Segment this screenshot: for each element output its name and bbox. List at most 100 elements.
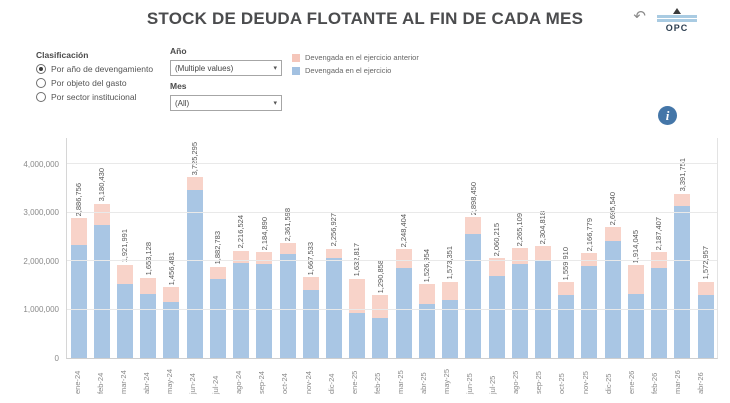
bar-segment-ejercicio[interactable] (279, 254, 296, 358)
bar-segment-ejercicio[interactable] (511, 263, 528, 358)
bar-segment-anterior[interactable] (395, 248, 412, 269)
info-icon[interactable]: i (658, 106, 677, 125)
bar-segment-anterior[interactable] (256, 252, 273, 264)
radio-option[interactable]: Por año de devengamiento (36, 64, 153, 74)
bar-segment-ejercicio[interactable] (488, 275, 505, 358)
bar-ene-24: 2,886,756 (67, 138, 90, 358)
bar-jun-24: 3,725,295 (183, 138, 206, 358)
bar-ene-25: 1,632,817 (346, 138, 369, 358)
bar-segment-anterior[interactable] (117, 264, 134, 284)
x-tick-label: feb-24 (95, 372, 105, 394)
bar-total-label: 2,898,450 (468, 182, 478, 216)
ano-dropdown[interactable]: (Multiple values) ▾ (170, 60, 282, 76)
bar-segment-ejercicio[interactable] (140, 293, 157, 358)
bar-segment-anterior[interactable] (674, 193, 691, 206)
x-tick: abr-24 (135, 359, 158, 394)
x-tick: may-24 (158, 359, 181, 394)
bar-segment-ejercicio[interactable] (186, 190, 203, 358)
bar-segment-ejercicio[interactable] (326, 257, 343, 358)
bar-total-label: 1,572,957 (700, 246, 710, 280)
back-arrow-icon[interactable]: ↶ (633, 8, 646, 25)
bar-total-label: 1,456,481 (166, 252, 176, 286)
gridline (67, 163, 717, 164)
x-tick: jul-24 (204, 359, 227, 394)
x-tick: dic-25 (597, 359, 620, 394)
bar-segment-ejercicio[interactable] (302, 289, 319, 358)
bar-segment-anterior[interactable] (581, 252, 598, 267)
bar-segment-ejercicio[interactable] (697, 295, 714, 358)
bar-segment-anterior[interactable] (209, 266, 226, 280)
x-tick: sep-24 (251, 359, 274, 394)
bar-segment-ejercicio[interactable] (581, 266, 598, 358)
bar-segment-ejercicio[interactable] (604, 240, 621, 358)
bar-segment-anterior[interactable] (326, 248, 343, 258)
bar-nov-25: 2,166,779 (578, 138, 601, 358)
bar-segment-ejercicio[interactable] (233, 263, 250, 358)
x-tick-label: mar-25 (395, 370, 405, 394)
bar-segment-anterior[interactable] (349, 278, 366, 313)
x-tick: jun-25 (458, 359, 481, 394)
bar-segment-ejercicio[interactable] (70, 244, 87, 358)
bar-segment-ejercicio[interactable] (674, 205, 691, 358)
bar-segment-ejercicio[interactable] (209, 279, 226, 358)
bar-segment-ejercicio[interactable] (651, 267, 668, 358)
bar-segment-anterior[interactable] (186, 177, 203, 191)
x-tick: ago-24 (228, 359, 251, 394)
radio-icon[interactable] (36, 92, 46, 102)
bar-segment-ejercicio[interactable] (117, 283, 134, 358)
bar-segment-anterior[interactable] (651, 251, 668, 268)
x-tick-label: abr-26 (695, 372, 705, 394)
bar-segment-anterior[interactable] (163, 287, 180, 302)
bar-segment-anterior[interactable] (93, 203, 110, 225)
bar-segment-ejercicio[interactable] (558, 295, 575, 358)
radio-icon[interactable] (36, 78, 46, 88)
bar-segment-anterior[interactable] (558, 282, 575, 296)
radio-option[interactable]: Por sector institucional (36, 92, 153, 102)
bar-segment-anterior[interactable] (279, 243, 296, 255)
bar-segment-ejercicio[interactable] (349, 312, 366, 358)
bar-segment-ejercicio[interactable] (395, 268, 412, 358)
bar-segment-anterior[interactable] (70, 218, 87, 245)
radio-icon[interactable] (36, 64, 46, 74)
bar-total-label: 1,559,910 (561, 246, 571, 281)
bar-segment-anterior[interactable] (511, 248, 528, 264)
x-tick-label: ago-24 (234, 370, 244, 394)
x-tick: jul-25 (481, 359, 504, 394)
x-tick: sep-25 (528, 359, 551, 394)
bar-segment-ejercicio[interactable] (442, 300, 459, 358)
bar-segment-anterior[interactable] (604, 227, 621, 241)
bar-segment-anterior[interactable] (418, 283, 435, 304)
bar-mar-24: 1,921,991 (113, 138, 136, 358)
bar-segment-ejercicio[interactable] (418, 303, 435, 358)
opc-logo-triangle-icon (673, 8, 681, 14)
bar-total-label: 2,304,818 (538, 210, 548, 245)
radio-option[interactable]: Por objeto del gasto (36, 78, 153, 88)
radio-option-label: Por objeto del gasto (51, 78, 127, 88)
bar-total-label: 1,921,991 (120, 229, 130, 263)
bar-may-25: 1,573,351 (439, 138, 462, 358)
mes-dropdown[interactable]: (All) ▾ (170, 95, 282, 111)
bar-segment-anterior[interactable] (627, 265, 644, 295)
bar-segment-anterior[interactable] (140, 277, 157, 294)
bar-segment-anterior[interactable] (488, 258, 505, 276)
bar-segment-ejercicio[interactable] (627, 294, 644, 358)
bar-segment-ejercicio[interactable] (256, 263, 273, 358)
bar-segment-anterior[interactable] (302, 277, 319, 290)
bar-total-label: 2,248,404 (398, 213, 408, 247)
x-tick: nov-24 (297, 359, 320, 394)
x-tick-label: abr-25 (418, 372, 428, 394)
bar-segment-anterior[interactable] (233, 250, 250, 264)
x-tick-label: jul-24 (211, 375, 221, 394)
bar-segment-anterior[interactable] (465, 217, 482, 235)
bar-segment-ejercicio[interactable] (465, 234, 482, 358)
bar-segment-ejercicio[interactable] (163, 301, 180, 358)
bar-segment-anterior[interactable] (697, 281, 714, 296)
bar-segment-anterior[interactable] (372, 295, 389, 319)
x-tick: feb-25 (366, 359, 389, 394)
bar-segment-anterior[interactable] (442, 281, 459, 301)
bar-segment-ejercicio[interactable] (93, 224, 110, 358)
bar-segment-ejercicio[interactable] (372, 318, 389, 358)
opc-logo: OPC (656, 8, 698, 33)
x-tick-label: dic-25 (603, 373, 613, 394)
bar-segment-anterior[interactable] (534, 246, 551, 261)
